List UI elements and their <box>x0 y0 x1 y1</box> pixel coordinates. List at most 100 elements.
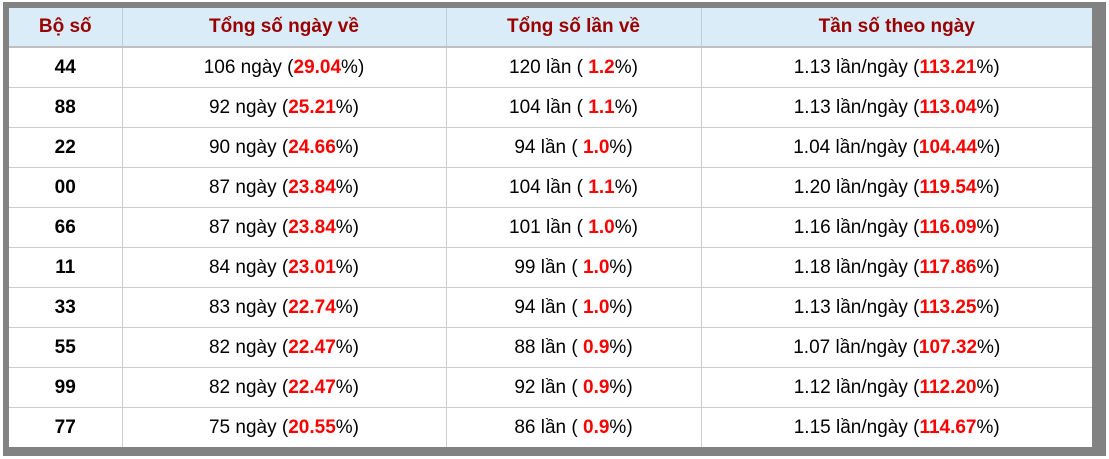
freq-suffix: %) <box>977 136 1001 158</box>
days-cell: 82 ngày (22.47%) <box>122 327 447 368</box>
times-percent: 0.9 <box>583 376 610 398</box>
freq-suffix: %) <box>976 176 1000 198</box>
freq-cell: 1.13 lần/ngày (113.25%) <box>701 287 1092 328</box>
freq-suffix: %) <box>976 376 1000 398</box>
days-percent: 25.21 <box>288 96 336 118</box>
days-suffix: %) <box>335 296 359 318</box>
freq-text: 1.13 lần/ngày ( <box>793 96 920 118</box>
days-percent: 23.84 <box>288 176 336 198</box>
times-percent: 1.0 <box>583 296 610 318</box>
times-cell: 101 lần ( 1.0%) <box>446 207 702 248</box>
times-text: 101 lần ( <box>509 216 589 238</box>
freq-percent: 119.54 <box>919 176 977 198</box>
table-row: 22 90 ngày (24.66%) 94 lần ( 1.0%) 1.04 … <box>9 127 1092 168</box>
times-suffix: %) <box>609 256 633 278</box>
days-cell: 92 ngày (25.21%) <box>122 87 447 128</box>
days-cell: 106 ngày (29.04%) <box>122 47 447 88</box>
days-text: 83 ngày ( <box>208 296 289 318</box>
days-suffix: %) <box>335 256 359 278</box>
times-text: 88 lần ( <box>514 336 583 358</box>
times-percent: 1.1 <box>588 176 615 198</box>
times-suffix: %) <box>614 56 638 78</box>
days-cell: 87 ngày (23.84%) <box>122 207 447 248</box>
freq-cell: 1.16 lần/ngày (116.09%) <box>701 207 1092 248</box>
days-text: 106 ngày ( <box>203 56 294 78</box>
freq-suffix: %) <box>976 216 1000 238</box>
column-header-frequency: Tần số theo ngày <box>701 8 1092 48</box>
table-row: 11 84 ngày (23.01%) 99 lần ( 1.0%) 1.18 … <box>9 247 1092 288</box>
times-percent: 1.1 <box>588 96 615 118</box>
days-text: 82 ngày ( <box>208 336 289 358</box>
times-cell: 104 lần ( 1.1%) <box>446 167 702 208</box>
days-suffix: %) <box>335 416 359 438</box>
freq-cell: 1.07 lần/ngày (107.32%) <box>701 327 1092 368</box>
freq-percent: 114.67 <box>919 416 977 438</box>
freq-cell: 1.13 lần/ngày (113.04%) <box>701 87 1092 128</box>
times-cell: 99 lần ( 1.0%) <box>446 247 702 288</box>
days-cell: 83 ngày (22.74%) <box>122 287 447 328</box>
pair-cell: 88 <box>9 87 123 128</box>
days-percent: 23.01 <box>288 256 336 278</box>
days-text: 87 ngày ( <box>208 176 289 198</box>
pair-cell: 66 <box>9 207 123 248</box>
header-row: Bộ số Tổng số ngày về Tổng số lần về Tần… <box>9 8 1092 48</box>
times-text: 86 lần ( <box>514 416 583 438</box>
days-percent: 23.84 <box>288 216 336 238</box>
times-cell: 120 lần ( 1.2%) <box>446 47 702 88</box>
pair-cell: 00 <box>9 167 123 208</box>
times-text: 99 lần ( <box>514 256 583 278</box>
times-suffix: %) <box>609 136 633 158</box>
freq-cell: 1.15 lần/ngày (114.67%) <box>701 407 1092 447</box>
days-cell: 84 ngày (23.01%) <box>122 247 447 288</box>
freq-suffix: %) <box>976 296 1000 318</box>
freq-text: 1.12 lần/ngày ( <box>793 376 920 398</box>
times-suffix: %) <box>609 336 633 358</box>
days-suffix: %) <box>335 176 359 198</box>
freq-percent: 117.86 <box>919 256 977 278</box>
freq-cell: 1.18 lần/ngày (117.86%) <box>701 247 1092 288</box>
freq-percent: 116.09 <box>919 216 977 238</box>
times-text: 104 lần ( <box>509 176 589 198</box>
days-percent: 22.74 <box>288 296 336 318</box>
times-percent: 1.0 <box>583 256 610 278</box>
table-row: 00 87 ngày (23.84%) 104 lần ( 1.1%) 1.20… <box>9 167 1092 208</box>
pair-cell: 33 <box>9 287 123 328</box>
table-row: 33 83 ngày (22.74%) 94 lần ( 1.0%) 1.13 … <box>9 287 1092 328</box>
freq-text: 1.04 lần/ngày ( <box>793 136 919 158</box>
table-row: 88 92 ngày (25.21%) 104 lần ( 1.1%) 1.13… <box>9 87 1092 128</box>
freq-suffix: %) <box>976 256 1000 278</box>
times-suffix: %) <box>614 96 638 118</box>
freq-suffix: %) <box>976 56 1000 78</box>
column-header-total-times: Tổng số lần về <box>446 8 702 48</box>
table-header: Bộ số Tổng số ngày về Tổng số lần về Tần… <box>9 8 1092 48</box>
times-cell: 86 lần ( 0.9%) <box>446 407 702 447</box>
times-suffix: %) <box>609 296 633 318</box>
days-text: 75 ngày ( <box>208 416 289 438</box>
days-percent: 22.47 <box>288 336 336 358</box>
times-suffix: %) <box>614 216 638 238</box>
times-text: 92 lần ( <box>514 376 583 398</box>
days-percent: 22.47 <box>288 376 336 398</box>
times-text: 104 lần ( <box>509 96 589 118</box>
days-percent: 29.04 <box>293 56 342 78</box>
freq-text: 1.16 lần/ngày ( <box>793 216 920 238</box>
freq-percent: 113.25 <box>919 296 977 318</box>
freq-percent: 112.20 <box>919 376 977 398</box>
days-cell: 87 ngày (23.84%) <box>122 167 447 208</box>
table-row: 66 87 ngày (23.84%) 101 lần ( 1.0%) 1.16… <box>9 207 1092 248</box>
days-suffix: %) <box>341 56 365 78</box>
days-suffix: %) <box>335 336 359 358</box>
freq-cell: 1.13 lần/ngày (113.21%) <box>701 47 1092 88</box>
times-text: 94 lần ( <box>514 136 583 158</box>
pair-cell: 99 <box>9 367 123 408</box>
freq-percent: 113.04 <box>919 96 977 118</box>
times-suffix: %) <box>609 416 633 438</box>
freq-percent: 104.44 <box>918 136 978 158</box>
times-text: 120 lần ( <box>509 56 589 78</box>
freq-cell: 1.12 lần/ngày (112.20%) <box>701 367 1092 408</box>
table-body: 44 106 ngày (29.04%) 120 lần ( 1.2%) 1.1… <box>9 47 1092 447</box>
pair-cell: 22 <box>9 127 123 168</box>
freq-suffix: %) <box>977 336 1001 358</box>
times-percent: 1.0 <box>583 136 610 158</box>
lottery-stats-table: Bộ số Tổng số ngày về Tổng số lần về Tần… <box>9 8 1092 447</box>
